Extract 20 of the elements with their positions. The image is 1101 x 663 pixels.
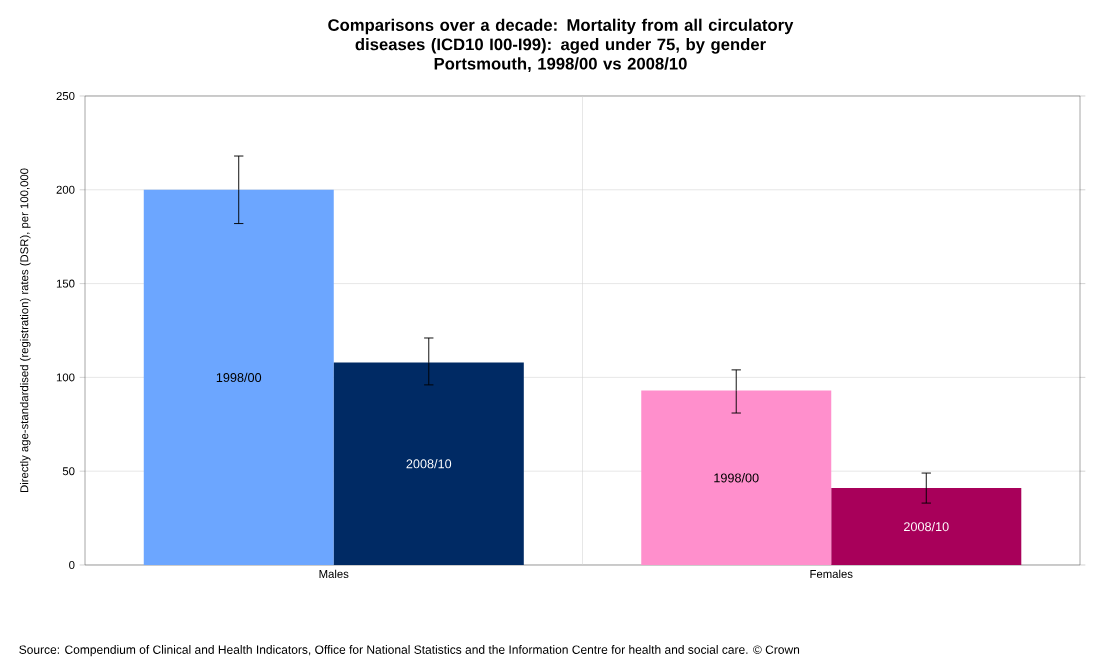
chart-subtitle: Portsmouth, 1998/00 vs 2008/10: [434, 57, 687, 73]
series-label: 2008/10: [904, 521, 949, 532]
text: 1998/00: [714, 473, 759, 483]
y-tick-label: 200: [56, 185, 75, 194]
text: 2008/10: [406, 459, 452, 469]
bar: [143, 189, 334, 565]
bar: [333, 362, 524, 565]
chart-title: Comparisons over a decade: Mortality from all circulatory diseases (ICD10 I00-I99): aged under 75, by gender: [328, 18, 794, 54]
y-tick-label: 250: [56, 91, 75, 100]
bar: [831, 488, 1022, 565]
y-axis-title: Directly age-standardised (registration) rates (DSR), per 100,000: [19, 168, 31, 493]
bar: [641, 390, 832, 565]
series-label: 1998/00: [216, 372, 262, 383]
x-tick-label: Males: [319, 569, 349, 579]
y-tick-label: 50: [62, 467, 75, 476]
y-tick-label: 100: [56, 373, 75, 382]
y-tick-label: 0: [69, 560, 75, 569]
y-tick-label: 150: [56, 279, 75, 288]
source-note: Source: Compendium of Clinical and Health Indicators, Office for National Statistics and the Information Centre for health and social care. © Crown: [19, 645, 800, 657]
x-tick-label: Females: [810, 569, 853, 579]
